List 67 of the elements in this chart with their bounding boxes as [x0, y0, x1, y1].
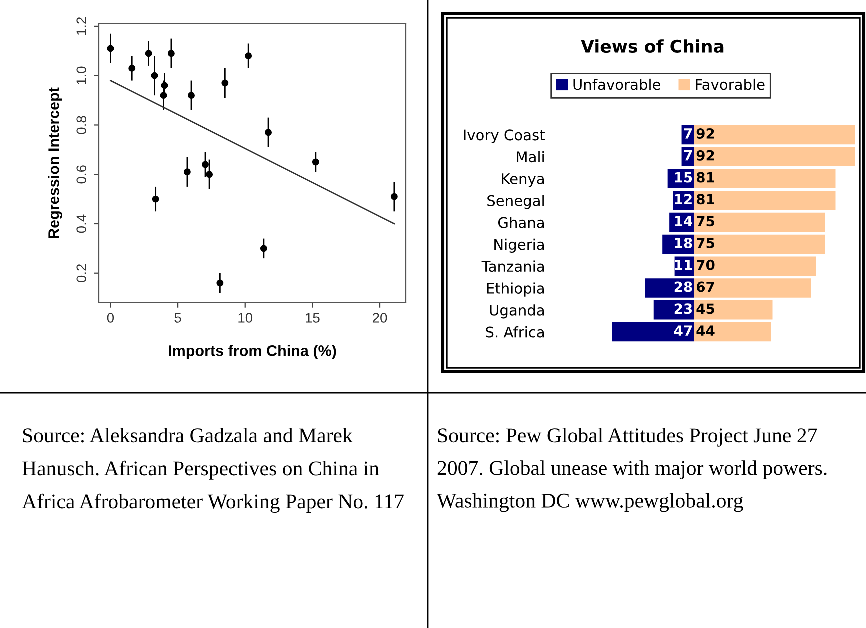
- point: [145, 50, 152, 58]
- y-tick-label: Kenya: [502, 174, 544, 188]
- y-tick-label: Nigeria: [494, 238, 544, 254]
- y-tick-label: S. Africa: [486, 326, 544, 338]
- point: [245, 52, 252, 60]
- data-label: 7: [684, 128, 692, 139]
- point: [206, 171, 214, 178]
- data-label: 92: [696, 128, 714, 139]
- point: [222, 80, 229, 87]
- data-label: 12: [675, 194, 692, 204]
- point: [151, 72, 158, 80]
- point: [390, 193, 398, 200]
- data-label: 7: [684, 150, 692, 161]
- point: [160, 92, 168, 100]
- point: [216, 280, 224, 287]
- point: [152, 196, 160, 203]
- legend-label: Favorable: [696, 78, 765, 90]
- data-label: 81: [696, 194, 714, 205]
- y-tick-label: 1.0: [76, 66, 87, 84]
- point: [260, 245, 268, 252]
- y-tick-label: 1.2: [76, 18, 86, 36]
- y-tick-label: Mali: [517, 151, 544, 163]
- chart-title: Views of China: [581, 40, 724, 54]
- data-label: 28: [674, 282, 692, 292]
- point: [161, 82, 168, 90]
- y-tick-label: Uganda: [490, 304, 544, 319]
- y-tick-label: 0.4: [76, 214, 87, 234]
- legend-label: Unfavorable: [574, 78, 660, 90]
- point: [188, 92, 195, 100]
- data-label: 18: [675, 238, 692, 248]
- data-label: 75: [697, 238, 714, 248]
- y-tick-label: 0.8: [76, 116, 87, 134]
- data-label: 44: [696, 326, 715, 336]
- y-tick-label: Senegal: [488, 195, 544, 210]
- data-label: 81: [696, 172, 714, 183]
- x-axis-title: Imports from China (%): [169, 345, 336, 360]
- y-tick-label: 0.2: [76, 264, 87, 282]
- point: [202, 161, 209, 168]
- y-axis-title: Regression Intercept: [48, 88, 62, 238]
- x-tick-label: 10: [238, 313, 253, 323]
- point: [128, 64, 136, 72]
- point: [184, 168, 191, 176]
- point: [265, 129, 272, 136]
- source-note: Source: Pew Global Attitudes Project June 27 2007. Global unease with major world powers. Washington DC www.pewglobal.org: [437, 428, 827, 512]
- y-tick-label: Ethiopia: [487, 282, 544, 297]
- point: [312, 158, 320, 166]
- data-label: 92: [696, 150, 714, 161]
- data-label: 70: [697, 260, 715, 270]
- y-tick-label: 0.6: [76, 166, 87, 184]
- data-label: 47: [674, 326, 692, 336]
- data-label: 23: [674, 304, 692, 314]
- y-tick-label: Ivory Coast: [464, 130, 545, 144]
- source-note: Source: Aleksandra Gadzala and Marek Hanusch. African Perspectives on China in Africa Afrobarometer Working Paper No. 117: [22, 428, 404, 514]
- y-tick-label: Ghana: [498, 217, 544, 228]
- data-label: 75: [697, 216, 714, 227]
- data-label: 15: [675, 172, 692, 183]
- data-label: 14: [675, 216, 692, 226]
- data-label: 67: [696, 282, 714, 292]
- data-label: 11: [675, 260, 692, 270]
- x-tick-label: 20: [372, 313, 388, 323]
- x-tick-label: 5: [174, 313, 182, 323]
- x-tick-label: 0: [107, 313, 114, 323]
- point: [107, 45, 114, 52]
- x-tick-label: 15: [306, 313, 320, 323]
- data-label: 45: [696, 304, 714, 314]
- y-tick-label: Tanzania: [482, 260, 544, 272]
- point: [168, 50, 175, 58]
